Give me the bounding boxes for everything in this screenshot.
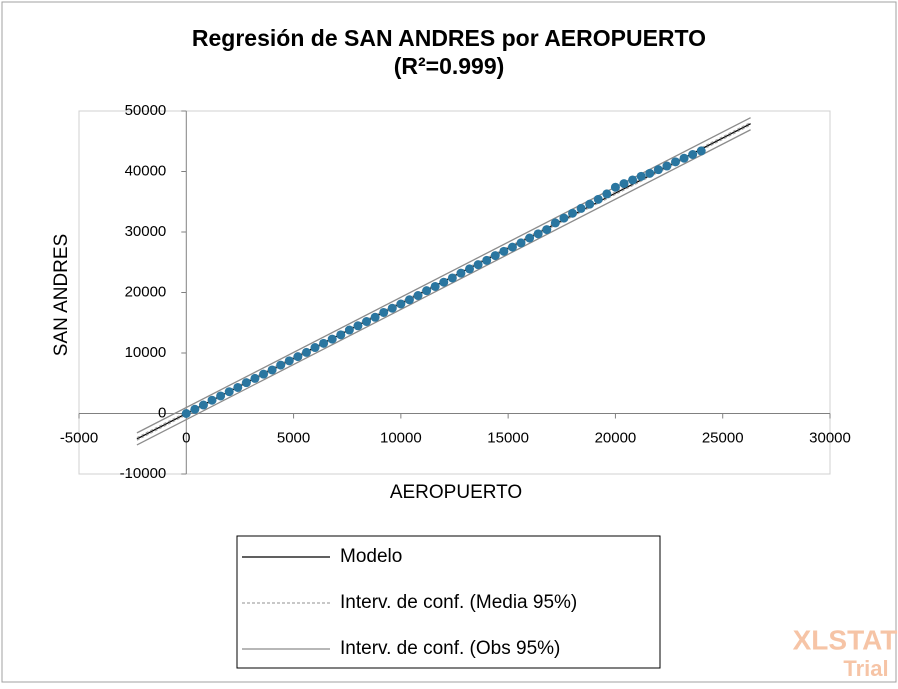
data-point [568,208,578,218]
x-tick-label: -5000 [60,429,98,446]
legend-label: Modelo [340,546,402,567]
data-point [310,343,320,353]
y-tick-label: 10000 [125,344,167,361]
x-tick-label: 30000 [809,429,851,446]
data-point [336,330,346,340]
legend-label: Interv. de conf. (Obs 95%) [340,638,560,659]
data-point [181,409,191,418]
x-axis-label: AEROPUERTO [390,482,522,503]
watermark: XLSTAT [793,624,898,655]
data-point [344,325,354,335]
data-point [679,153,689,163]
x-tick-label: 5000 [277,429,310,446]
data-point [327,334,337,344]
data-point [439,277,449,287]
chart-subtitle: (R²=0.999) [394,53,505,79]
y-axis-label: SAN ANDRES [51,234,72,356]
x-tick-label: 10000 [380,429,422,446]
data-point [542,225,552,235]
data-point [490,251,500,261]
y-tick-label: 50000 [125,102,167,119]
y-tick-label: -10000 [120,465,167,482]
data-point [396,299,406,309]
data-point [207,395,217,405]
data-point [284,356,294,366]
data-point [430,281,440,291]
x-tick-label: 25000 [702,429,744,446]
data-point [456,268,466,278]
data-point [550,218,560,228]
watermark: Trial [843,656,888,681]
data-point [559,213,569,223]
data-point [465,264,475,274]
data-point [224,387,234,397]
data-point [653,165,663,175]
data-point [525,233,535,243]
data-point [507,242,517,252]
data-point [198,400,208,410]
data-point [301,347,311,357]
legend [236,535,661,669]
regression-line [136,129,751,446]
data-point [233,382,243,392]
data-point [319,338,329,348]
x-tick-label: 15000 [487,429,529,446]
data-point [628,175,638,185]
data-point [636,171,646,181]
legend-label: Interv. de conf. (Media 95%) [340,592,577,613]
data-point [533,229,543,239]
data-point [422,286,432,296]
data-point [619,179,629,189]
data-point [473,260,483,270]
data-point [516,238,526,248]
data-point [688,150,698,160]
data-point [593,194,603,204]
y-tick-label: 20000 [125,283,167,300]
data-point [645,168,655,178]
chart-title: Regresión de SAN ANDRES por AEROPUERTO [192,25,706,51]
data-point [482,255,492,265]
data-point [362,317,372,327]
data-point [662,161,672,171]
data-point [499,246,509,256]
data-point [370,312,380,322]
data-point [447,273,457,283]
data-point [387,303,397,313]
data-point [267,365,277,375]
data-point [585,199,595,209]
data-point [190,404,200,414]
data-point [250,373,260,383]
data-point [276,360,286,370]
plot-area [78,110,831,475]
y-tick-label: 0 [158,404,166,421]
data-point [259,369,269,379]
data-point [671,157,681,167]
data-point [413,291,423,301]
data-point [379,307,389,317]
data-point [576,203,586,213]
y-tick-label: 40000 [125,162,167,179]
data-point [610,182,620,192]
x-tick-label: 20000 [595,429,637,446]
data-point [241,378,251,388]
data-point [353,321,363,331]
data-point [404,295,414,305]
data-point [216,391,226,401]
data-point [696,146,706,156]
y-tick-label: 30000 [125,223,167,240]
data-point [293,352,303,362]
data-point [602,189,612,199]
x-tick-label: 0 [182,429,190,446]
